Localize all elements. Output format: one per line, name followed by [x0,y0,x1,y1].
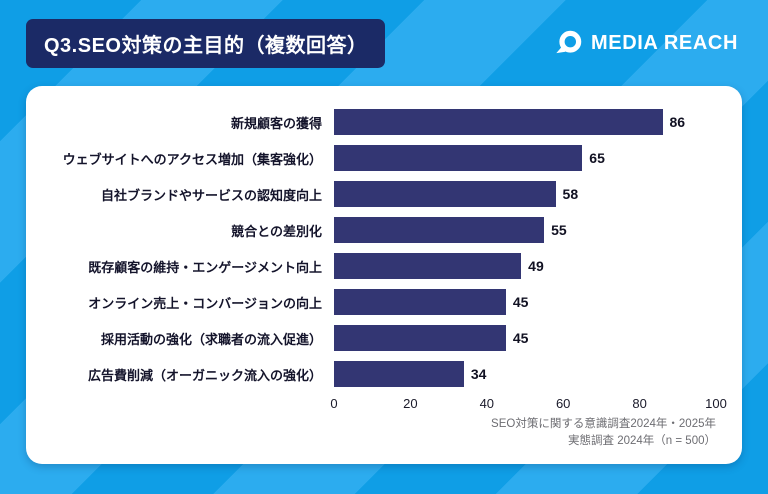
category-label: オンライン売上・コンバージョンの向上 [88,295,322,311]
x-tick-label: 60 [555,396,571,411]
bar-track: 55 [334,217,716,243]
brand-logo: MEDIA REACH [555,29,742,57]
value-label: 45 [512,294,529,310]
category-label: 採用活動の強化（求職者の流入促進） [100,331,322,347]
category-label: 新規顧客の獲得 [230,115,322,131]
bar-chart: 新規顧客の獲得 86 ウェブサイトへのアクセス増加（集客強化） 65 自社ブランドやサー… [46,104,716,392]
bar [334,325,506,351]
bar [334,181,556,207]
x-tick-label: 20 [403,396,418,411]
bar-track: 34 [334,361,716,387]
x-tick-label: 80 [632,396,647,411]
bar-track: 86 [334,109,716,135]
footnote-line1: SEO対策に関する意識調査2024年・2025年 [491,418,716,430]
category-label: 競合との差別化 [231,223,322,239]
bar-track: 49 [334,253,716,279]
category-label: 既存顧客の維持・エンゲージメント向上 [88,259,322,275]
bar-track: 45 [334,289,716,315]
value-label: 49 [528,258,544,274]
x-tick-label: 100 [705,396,727,411]
chart-row: 競合との差別化 55 [46,212,716,248]
x-tick-label: 40 [479,396,495,411]
bar [334,361,464,387]
chart-row: 広告費削減（オーガニック流入の強化） 34 [46,356,716,392]
value-label: 86 [669,114,686,130]
category-label: 広告費削減（オーガニック流入の強化） [87,367,322,383]
value-label: 34 [470,366,487,382]
x-axis: 0 20 40 60 80 100 [330,394,726,414]
chart-row: 採用活動の強化（求職者の流入促進） 45 [46,320,716,356]
chart-row: 新規顧客の獲得 86 [46,104,716,140]
media-reach-logo-icon [555,29,583,57]
bar [334,289,506,315]
x-tick-label: 0 [330,396,338,411]
bar-track: 58 [334,181,716,207]
category-label: 自社ブランドやサービスの認知度向上 [100,187,322,203]
footnote-line2: 実態調査 2024年（n = 500） [568,435,716,448]
category-label: ウェブサイトへのアクセス増加（集客強化） [62,151,322,167]
value-label: 45 [512,330,529,346]
value-label: 58 [562,186,579,202]
chart-row: オンライン売上・コンバージョンの向上 45 [46,284,716,320]
bar [334,253,522,279]
chart-row: 自社ブランドやサービスの認知度向上 58 [46,176,716,212]
chart-row: 既存顧客の維持・エンゲージメント向上 49 [46,248,716,284]
value-label: 65 [589,150,605,166]
chart-row: ウェブサイトへのアクセス増加（集客強化） 65 [46,140,716,176]
header: Q3.SEO対策の主目的（複数回答） MEDIA REACH [26,18,742,68]
footnote: SEO対策に関する意識調査2024年・2025年 実態調査 2024年（n = … [46,416,716,451]
chart-title: Q3.SEO対策の主目的（複数回答） [26,18,386,68]
chart-card: 新規顧客の獲得 86 ウェブサイトへのアクセス増加（集客強化） 65 自社ブランドやサー… [26,86,742,464]
bar-track: 45 [334,325,716,351]
bar [334,145,583,171]
bar-track: 65 [334,145,716,171]
bar [334,217,545,243]
brand-name: MEDIA REACH [591,31,738,54]
bar [334,109,663,135]
value-label: 55 [551,222,567,238]
